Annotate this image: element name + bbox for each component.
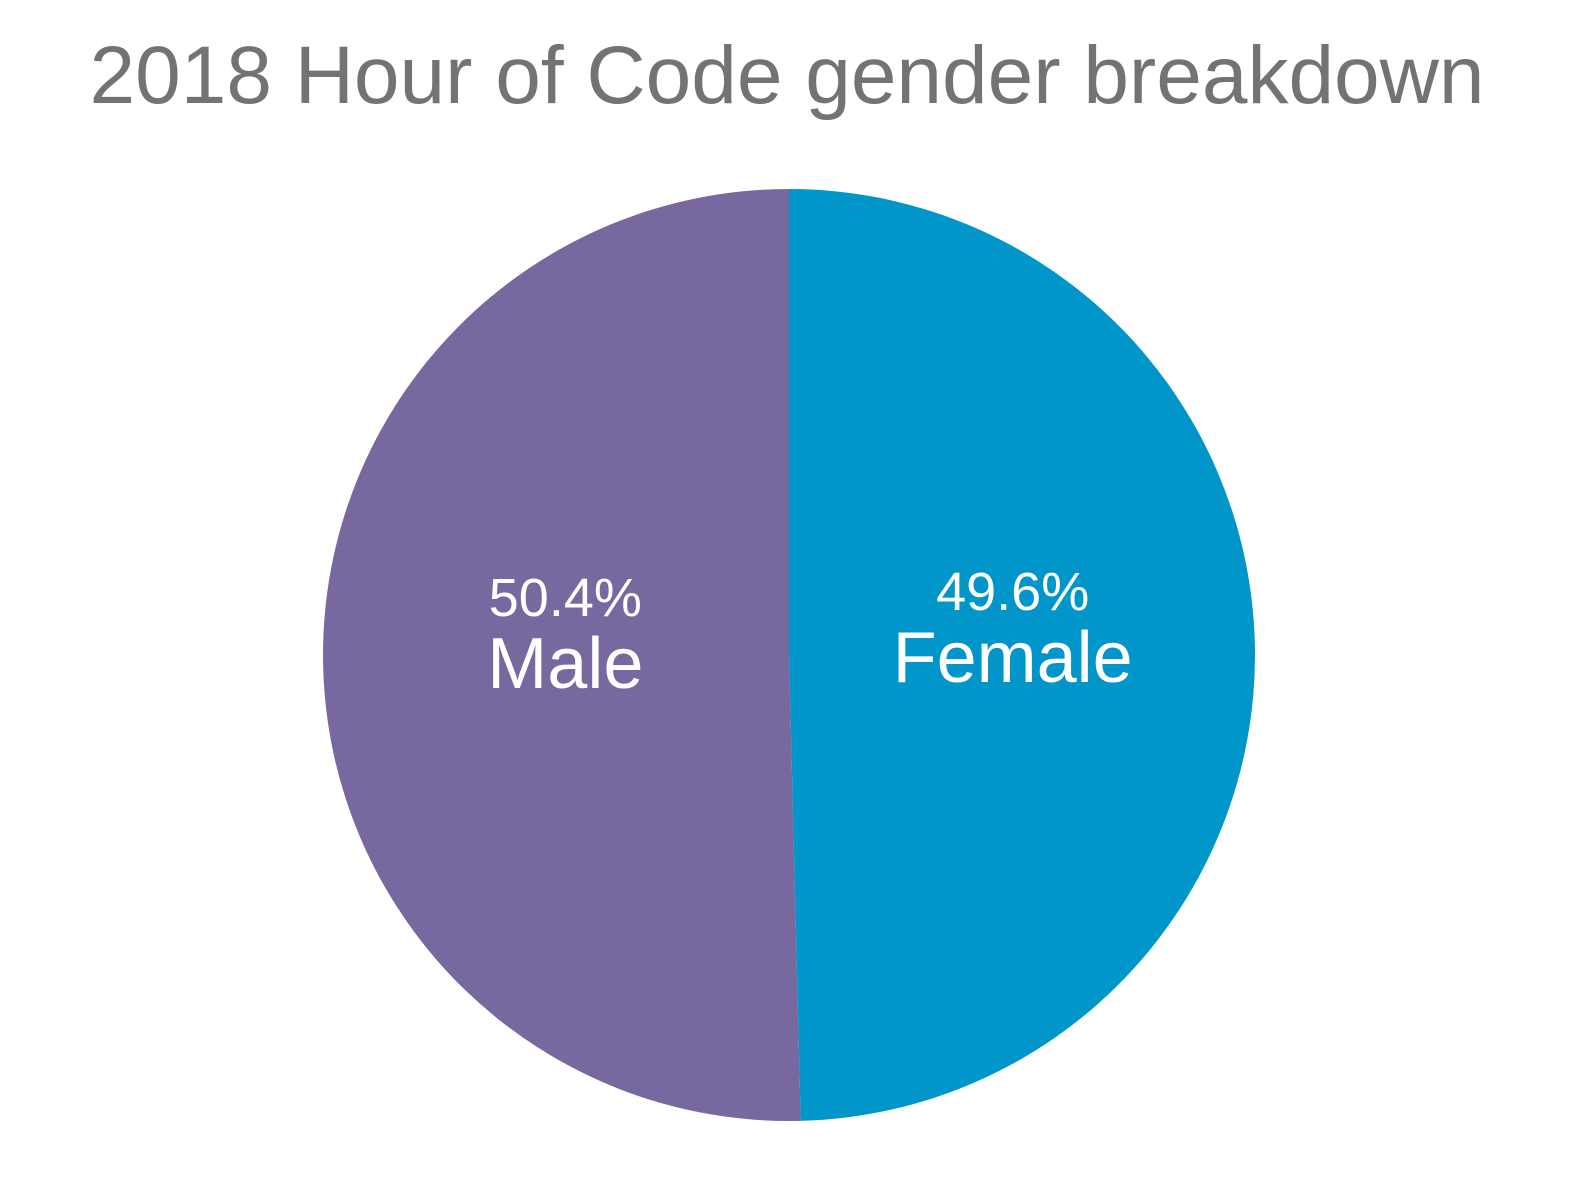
pie-value-label-male: 50.4% [489,568,642,628]
chart-title: 2018 Hour of Code gender breakdown [89,30,1485,121]
pie-slice-female [789,189,1255,1121]
pie-category-label-male: Male [487,624,643,704]
pie-labels: 49.6%Female 50.4%Male [487,562,1132,704]
pie-slice-male [322,189,801,1122]
pie-slices [322,189,1255,1122]
pie-value-label-female: 49.6% [936,562,1089,622]
pie-category-label-female: Female [893,618,1133,698]
